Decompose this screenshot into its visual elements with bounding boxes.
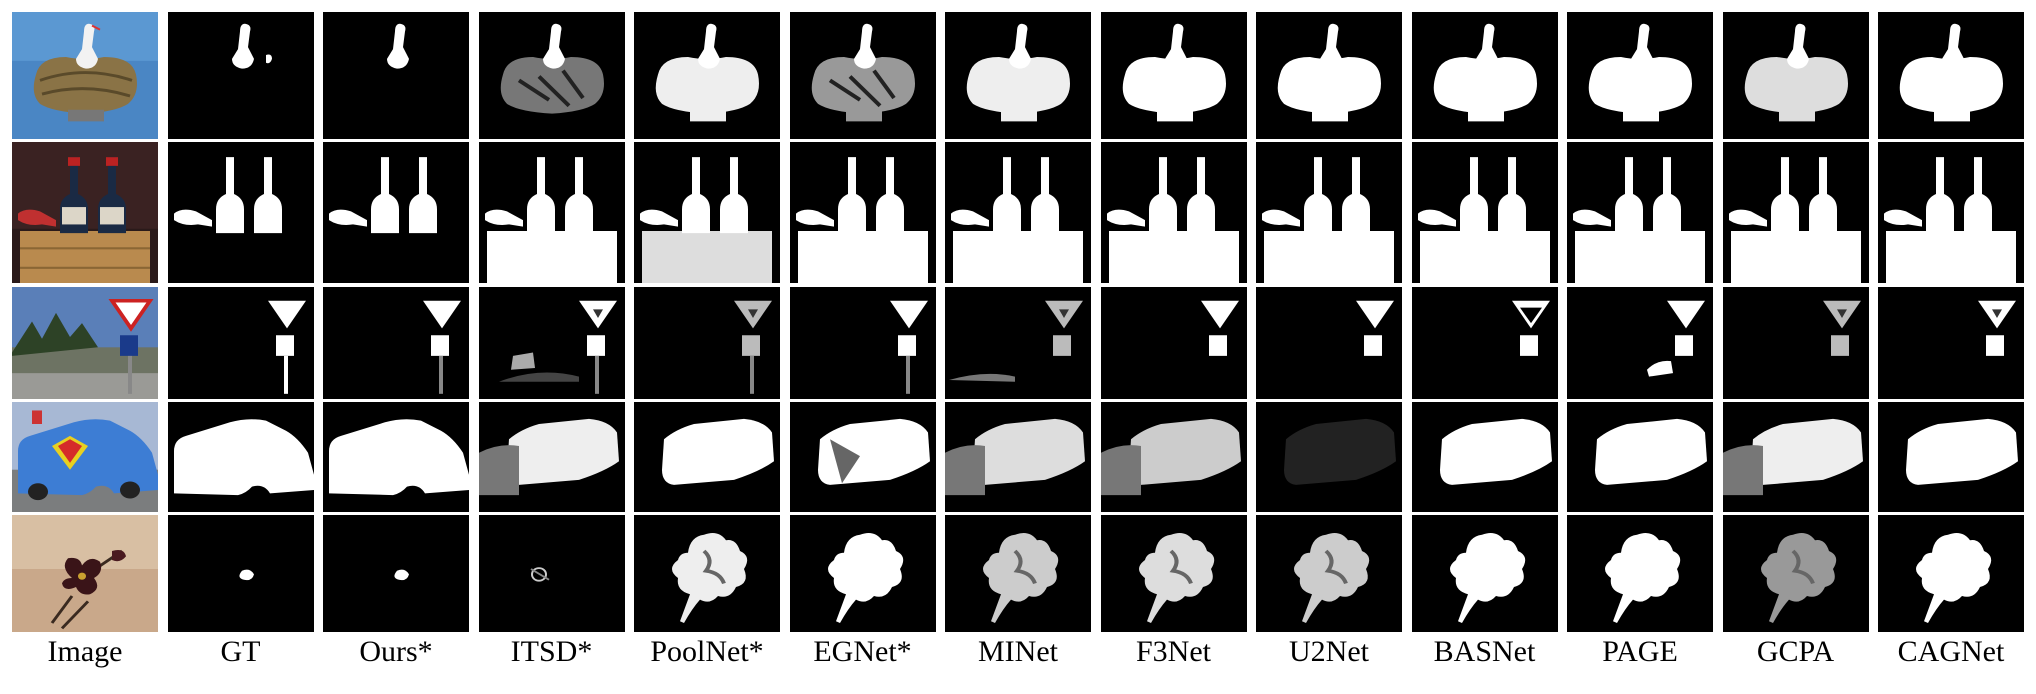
saliency-map-cell: [167, 142, 314, 283]
saliency-map-cell: [323, 12, 469, 139]
saliency-map-cell: [1411, 142, 1558, 283]
saliency-map-cell: [1256, 12, 1402, 139]
saliency-map-cell: [634, 287, 780, 399]
saliency-map-cell: [789, 142, 936, 283]
saliency-map-cell: [1567, 12, 1713, 139]
saliency-map-cell: [634, 515, 780, 632]
saliency-map-cell: [478, 287, 625, 399]
column-label: CAGNet: [1897, 635, 2005, 668]
saliency-map-cell: [945, 287, 1091, 399]
column-label: Image: [47, 635, 123, 668]
saliency-map-cell: [1567, 515, 1713, 632]
saliency-map-cell: [1411, 402, 1558, 512]
saliency-map-cell: [1722, 515, 1869, 632]
saliency-map-cell: [1100, 142, 1247, 283]
saliency-map-cell: [167, 12, 314, 139]
saliency-map-cell: [789, 287, 936, 399]
saliency-map-cell: [789, 515, 936, 632]
saliency-map-cell: [1100, 402, 1247, 512]
saliency-map-cell: [1100, 12, 1247, 139]
column-label: U2Net: [1289, 635, 1369, 668]
saliency-map-cell: [167, 402, 314, 512]
column-label: Ours*: [359, 635, 433, 668]
saliency-map-cell: [789, 402, 936, 512]
saliency-map-cell: [167, 515, 314, 632]
saliency-map-cell: [945, 515, 1091, 632]
saliency-map-cell: [1878, 12, 2024, 139]
saliency-map-cell: [323, 287, 469, 399]
column-label: BASNet: [1433, 635, 1536, 668]
saliency-map-cell: [1567, 287, 1713, 399]
saliency-map-cell: [1722, 142, 1869, 283]
input-image-cell: [12, 402, 158, 512]
saliency-map-cell: [1256, 142, 1402, 283]
saliency-map-cell: [478, 142, 625, 283]
input-image-cell: [12, 287, 158, 399]
column-label: PoolNet*: [650, 635, 764, 668]
saliency-map-cell: [478, 515, 625, 632]
column-label: MINet: [978, 635, 1058, 668]
input-image-cell: [12, 515, 158, 632]
column-label: PAGE: [1602, 635, 1678, 668]
saliency-map-cell: [634, 142, 780, 283]
saliency-map-cell: [1878, 142, 2024, 283]
saliency-map-cell: [1100, 515, 1247, 632]
column-label: GCPA: [1756, 635, 1835, 668]
saliency-map-cell: [1411, 287, 1558, 399]
saliency-map-cell: [1722, 287, 1869, 399]
saliency-map-cell: [323, 142, 469, 283]
input-image-cell: [12, 12, 158, 139]
saliency-map-cell: [1100, 287, 1247, 399]
saliency-map-cell: [323, 515, 469, 632]
saliency-map-cell: [1722, 402, 1869, 512]
saliency-map-cell: [1411, 12, 1558, 139]
saliency-map-cell: [945, 402, 1091, 512]
saliency-map-cell: [945, 142, 1091, 283]
saliency-map-cell: [1256, 515, 1402, 632]
saliency-map-cell: [634, 402, 780, 512]
saliency-map-cell: [1256, 287, 1402, 399]
saliency-map-cell: [1878, 402, 2024, 512]
column-label: ITSD*: [510, 635, 593, 668]
saliency-map-cell: [1411, 515, 1558, 632]
saliency-map-cell: [478, 12, 625, 139]
saliency-map-cell: [634, 12, 780, 139]
saliency-map-cell: [945, 12, 1091, 139]
column-label: F3Net: [1136, 635, 1211, 668]
saliency-map-cell: [1878, 515, 2024, 632]
saliency-map-cell: [1722, 12, 1869, 139]
column-label: GT: [220, 635, 261, 668]
saliency-map-cell: [478, 402, 625, 512]
saliency-map-cell: [1878, 287, 2024, 399]
saliency-map-cell: [167, 287, 314, 399]
saliency-map-cell: [1256, 402, 1402, 512]
column-label: EGNet*: [813, 635, 912, 668]
input-image-cell: [12, 142, 158, 283]
saliency-map-cell: [789, 12, 936, 139]
saliency-map-cell: [323, 402, 469, 512]
saliency-map-cell: [1567, 142, 1713, 283]
saliency-map-cell: [1567, 402, 1713, 512]
